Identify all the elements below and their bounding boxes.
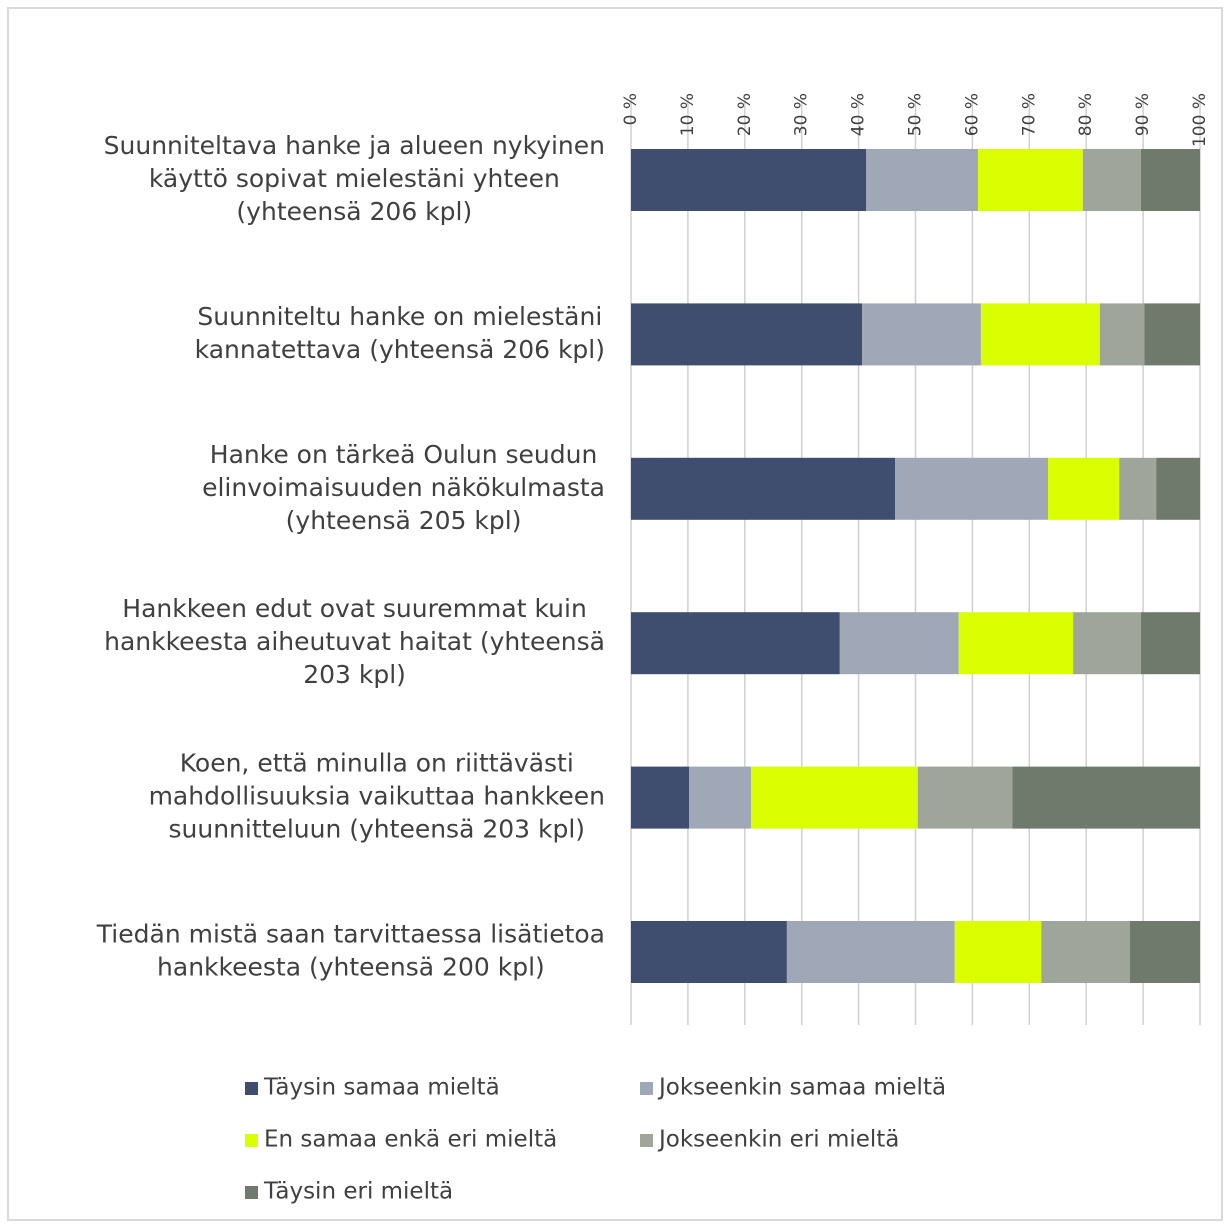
bar-segment	[978, 149, 1083, 211]
bar-segment	[631, 766, 690, 829]
bar-segment	[1144, 303, 1200, 366]
bar-segment	[895, 457, 1049, 520]
x-tick-label: 80 %	[1076, 93, 1096, 136]
legend-swatch	[640, 1082, 653, 1095]
category-label: (yhteensä 206 kpl)	[236, 197, 472, 226]
x-tick-label: 70 %	[1019, 93, 1039, 136]
bar-segment	[917, 766, 1013, 829]
x-tick-label: 50 %	[906, 93, 926, 136]
legend-swatch	[245, 1134, 258, 1147]
bar-segment	[1099, 303, 1145, 366]
legend-label: Täysin samaa mieltä	[263, 1075, 500, 1101]
bar-segment	[1048, 457, 1120, 520]
bar-segment	[786, 921, 955, 983]
category-label: Koen, että minulla on riittävästi	[180, 749, 574, 778]
bar-segment	[1130, 921, 1200, 983]
category-label: elinvoimaisuuden näkökulmasta	[202, 473, 605, 502]
category-label: Suunniteltu hanke on mielestäni	[197, 302, 602, 331]
category-label: Suunniteltava hanke ja alueen nykyinen	[104, 131, 605, 160]
category-label: 203 kpl)	[303, 660, 406, 689]
bar-segment	[1082, 149, 1141, 211]
legend-swatch	[245, 1186, 258, 1199]
bar-segment	[1012, 766, 1200, 829]
bar-segment	[1156, 457, 1200, 520]
x-tick-label: 60 %	[962, 93, 982, 136]
category-label: (yhteensä 205 kpl)	[286, 506, 522, 535]
category-label: kannatettava (yhteensä 206 kpl)	[195, 335, 605, 364]
bar-segment	[1073, 612, 1141, 675]
category-label: Tiedän mistä saan tarvittaessa lisätieto…	[96, 920, 605, 949]
bar-segment	[954, 921, 1042, 983]
category-label: mahdollisuuksia vaikuttaa hankkeen	[149, 782, 605, 811]
bar-segment	[631, 457, 896, 520]
bar-segment	[839, 612, 959, 675]
bar-segment	[751, 766, 918, 829]
bar-segment	[631, 303, 863, 366]
category-label: suunnitteluun (yhteensä 203 kpl)	[168, 815, 585, 844]
x-tick-label: 30 %	[792, 93, 812, 136]
bar-segment	[958, 612, 1074, 675]
x-tick-label: 20 %	[735, 93, 755, 136]
category-label: Hankkeen edut ovat suuremmat kuin	[122, 594, 587, 623]
legend-label: Jokseenkin eri mieltä	[657, 1127, 899, 1153]
x-tick-label: 0 %	[621, 93, 641, 125]
legend-label: Jokseenkin samaa mieltä	[657, 1075, 946, 1101]
bar-segment	[1041, 921, 1131, 983]
x-tick-label: 10 %	[678, 93, 698, 136]
legend-swatch	[245, 1082, 258, 1095]
bar-segment	[1140, 612, 1200, 675]
category-label: hankkeesta aiheutuvat haitat (yhteensä	[104, 627, 605, 656]
bar-segment	[1119, 457, 1157, 520]
bar-segment	[1140, 149, 1200, 211]
legend-label: Täysin eri mieltä	[263, 1179, 453, 1205]
category-label: Hanke on tärkeä Oulun seudun	[210, 440, 598, 469]
bar-segment	[631, 921, 787, 983]
x-tick-label: 90 %	[1133, 93, 1153, 136]
bar-segment	[865, 149, 979, 211]
legend-label: En samaa enkä eri mieltä	[264, 1127, 557, 1153]
x-tick-label: 40 %	[849, 93, 869, 136]
legend-swatch	[640, 1134, 653, 1147]
category-label: käyttö sopivat mielestäni yhteen	[149, 164, 560, 193]
bar-segment	[980, 303, 1100, 366]
bar-segment	[631, 612, 840, 675]
category-label: hankkeesta (yhteensä 200 kpl)	[157, 953, 545, 982]
bar-segment	[689, 766, 752, 829]
bar-segment	[631, 149, 866, 211]
bar-segment	[862, 303, 981, 366]
x-tick-label: 100 %	[1190, 93, 1210, 147]
